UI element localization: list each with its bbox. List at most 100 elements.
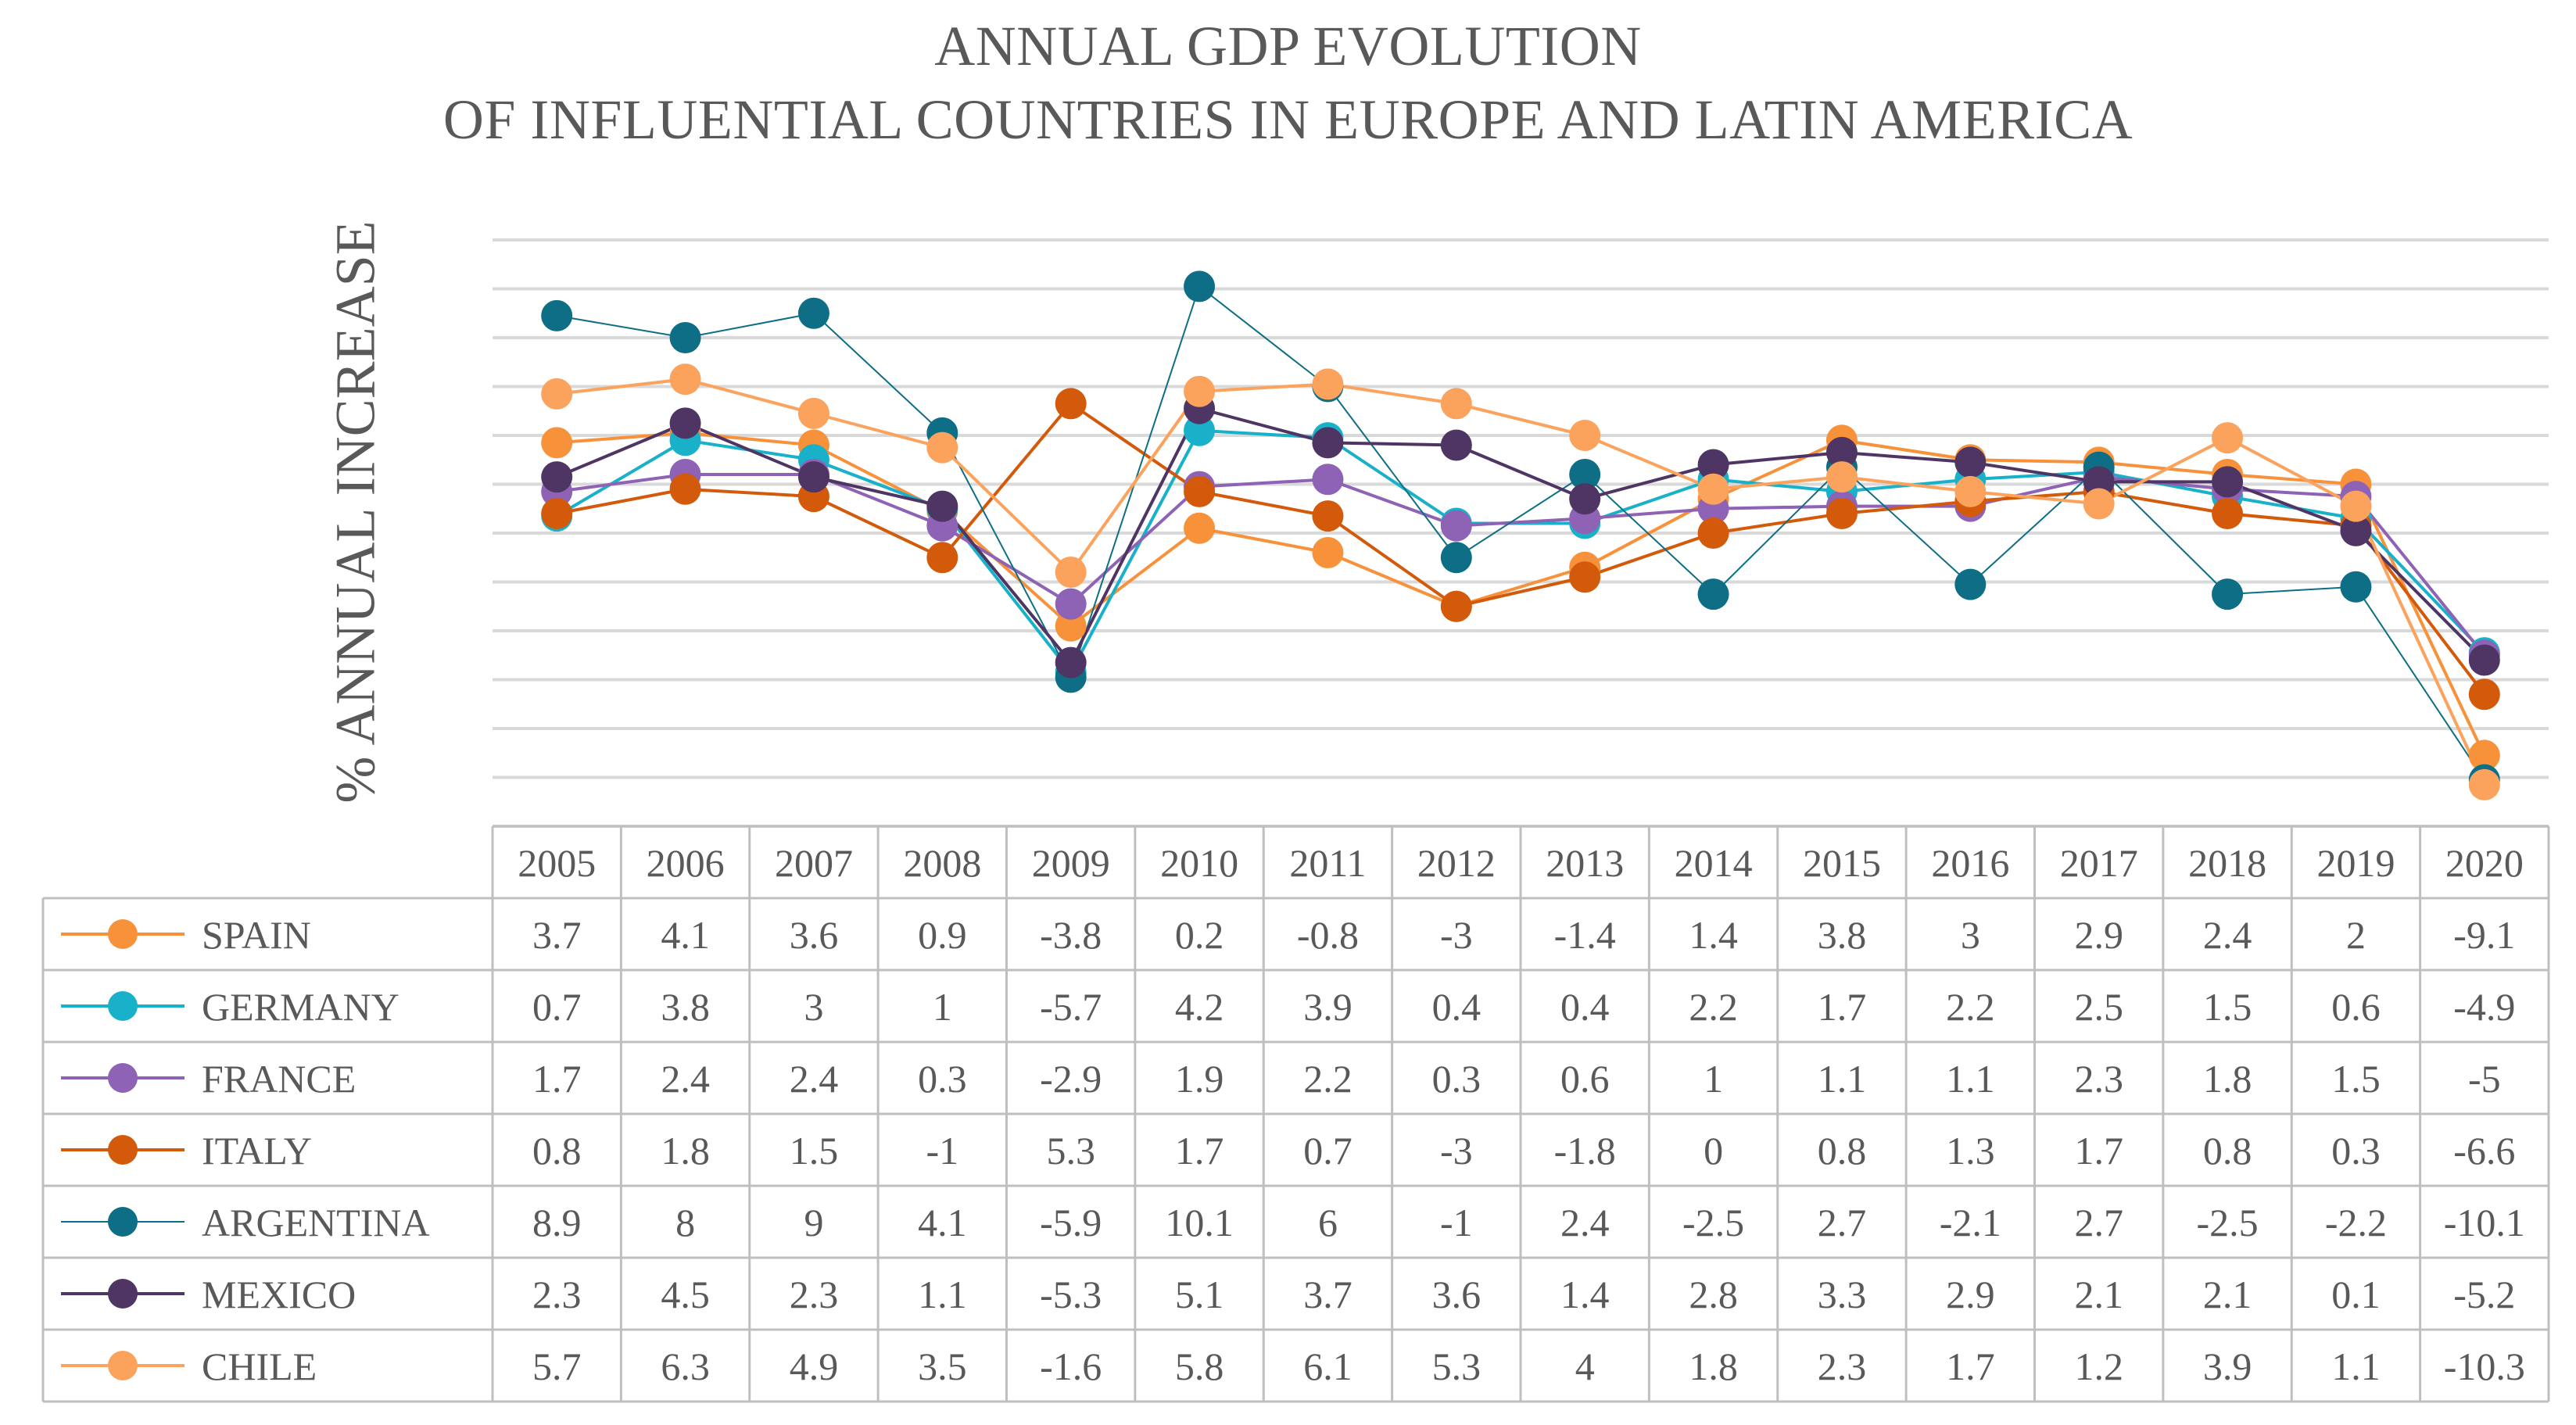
- data-point-italy-2014: [1697, 517, 1729, 549]
- data-label: 2.4: [790, 1057, 839, 1101]
- x-tick-label: 2020: [2445, 841, 2524, 885]
- x-tick-label: 2017: [2060, 841, 2138, 885]
- data-label: 3.5: [918, 1344, 967, 1388]
- data-label: 2.4: [1560, 1201, 1610, 1244]
- data-label: 3.9: [1303, 985, 1352, 1029]
- data-label: 2.3: [1818, 1344, 1867, 1388]
- legend-key-marker-mexico: [108, 1279, 138, 1309]
- data-label: 3.6: [1432, 1273, 1481, 1316]
- data-label: -0.8: [1297, 913, 1359, 957]
- data-label: 6.3: [661, 1344, 710, 1388]
- data-label: -2.2: [2325, 1201, 2387, 1244]
- chart-subtitle: OF INFLUENTIAL COUNTRIES IN EUROPE AND L…: [442, 88, 2134, 151]
- data-table: 2005 2006 2007 2008 2009 2010 2011 2012 2013 2014…: [41, 825, 2550, 1403]
- legend-label-chile: CHILE: [202, 1344, 317, 1388]
- data-label: 2.4: [2203, 913, 2252, 957]
- data-label: 1.1: [1946, 1057, 1995, 1101]
- data-label: 2.3: [790, 1273, 839, 1316]
- data-label: 0.8: [1818, 1129, 1867, 1173]
- data-point-spain-2020: [2468, 739, 2500, 772]
- data-point-spain-2005: [541, 427, 573, 459]
- x-tick-label: 2007: [775, 841, 853, 885]
- data-point-mexico-2008: [926, 490, 958, 522]
- data-label: 10.1: [1165, 1201, 1234, 1244]
- data-label: 3.9: [2203, 1344, 2252, 1388]
- x-tick-label: 2006: [647, 841, 725, 885]
- data-label: 2.9: [2074, 913, 2123, 957]
- data-label: 2.7: [2074, 1201, 2123, 1244]
- data-label: 0.7: [532, 985, 582, 1029]
- data-point-france-2012: [1440, 510, 1472, 542]
- legend-key-marker-spain: [108, 919, 138, 949]
- chart-title: ANNUAL GDP EVOLUTION: [934, 15, 1642, 77]
- data-label: -4.9: [2453, 985, 2515, 1029]
- data-point-mexico-2005: [541, 461, 573, 493]
- data-label: 1.7: [532, 1057, 582, 1101]
- data-label: 2.1: [2074, 1273, 2123, 1316]
- legend-label-spain: SPAIN: [202, 913, 311, 957]
- data-point-argentina-2014: [1697, 578, 1729, 610]
- data-label: 0.3: [1432, 1057, 1481, 1101]
- data-label: 2.4: [661, 1057, 710, 1101]
- x-tick-label: 2015: [1803, 841, 1881, 885]
- data-label: 0.4: [1560, 985, 1610, 1029]
- x-tick-label: 2014: [1675, 841, 1753, 885]
- data-label: -2.1: [1940, 1201, 2001, 1244]
- legend-label-argentina: ARGENTINA: [202, 1201, 430, 1244]
- data-label: 2.3: [2074, 1057, 2123, 1101]
- data-label: 1: [933, 985, 952, 1029]
- data-label: 5.8: [1175, 1344, 1224, 1388]
- data-label: 6.1: [1303, 1344, 1352, 1388]
- data-point-mexico-2011: [1312, 427, 1344, 459]
- data-point-chile-2011: [1312, 368, 1344, 400]
- data-point-chile-2019: [2340, 490, 2372, 522]
- data-point-italy-2020: [2468, 678, 2500, 711]
- data-label: -1.8: [1554, 1129, 1616, 1173]
- data-point-france-2009: [1055, 588, 1087, 620]
- data-point-mexico-2012: [1440, 429, 1472, 461]
- data-label: 1.3: [1946, 1129, 1995, 1173]
- x-tick-label: 2018: [2188, 841, 2266, 885]
- data-point-chile-2009: [1055, 557, 1087, 588]
- data-point-italy-2012: [1440, 590, 1472, 622]
- data-point-argentina-2007: [797, 297, 829, 329]
- data-point-argentina-2005: [541, 299, 573, 331]
- data-point-mexico-2014: [1697, 449, 1729, 481]
- data-label: 1.5: [2203, 985, 2252, 1029]
- x-tick-label: 2009: [1032, 841, 1110, 885]
- series-line-germany: [556, 428, 2486, 675]
- data-label: 1.7: [1175, 1129, 1224, 1173]
- data-label: 2.2: [1689, 985, 1738, 1029]
- data-label: 8.9: [532, 1201, 582, 1244]
- data-label: -2.5: [1682, 1201, 1744, 1244]
- x-tick-label: 2012: [1417, 841, 1496, 885]
- data-label: 1.9: [1175, 1057, 1224, 1101]
- data-point-spain-2010: [1184, 512, 1216, 544]
- data-label: 3.6: [790, 913, 839, 957]
- data-label: 4.5: [661, 1273, 710, 1316]
- data-point-chile-2007: [797, 397, 829, 429]
- data-label: -5: [2468, 1057, 2501, 1101]
- data-label: 1.5: [790, 1129, 839, 1173]
- data-label: 1.7: [1946, 1344, 1995, 1388]
- data-label: 0.3: [918, 1057, 967, 1101]
- x-tick-label: 2016: [1931, 841, 2009, 885]
- data-label: 9: [804, 1201, 823, 1244]
- data-point-italy-2009: [1055, 388, 1087, 420]
- data-label: 1.1: [2331, 1344, 2381, 1388]
- data-label: -2.5: [2196, 1201, 2258, 1244]
- data-point-argentina-2019: [2340, 571, 2372, 603]
- data-label: 3.3: [1818, 1273, 1867, 1316]
- data-label: 0.8: [532, 1129, 582, 1173]
- data-point-chile-2015: [1825, 461, 1858, 493]
- x-tick-label: 2005: [518, 841, 596, 885]
- data-label: -10.1: [2444, 1201, 2525, 1244]
- data-point-mexico-2017: [2083, 466, 2115, 498]
- data-label: 1.7: [1818, 985, 1867, 1029]
- data-point-chile-2010: [1184, 375, 1216, 407]
- data-point-chile-2012: [1440, 388, 1472, 420]
- data-label: -1.6: [1040, 1344, 1102, 1388]
- data-point-argentina-2018: [2212, 578, 2244, 610]
- data-label: 0.6: [1560, 1057, 1610, 1101]
